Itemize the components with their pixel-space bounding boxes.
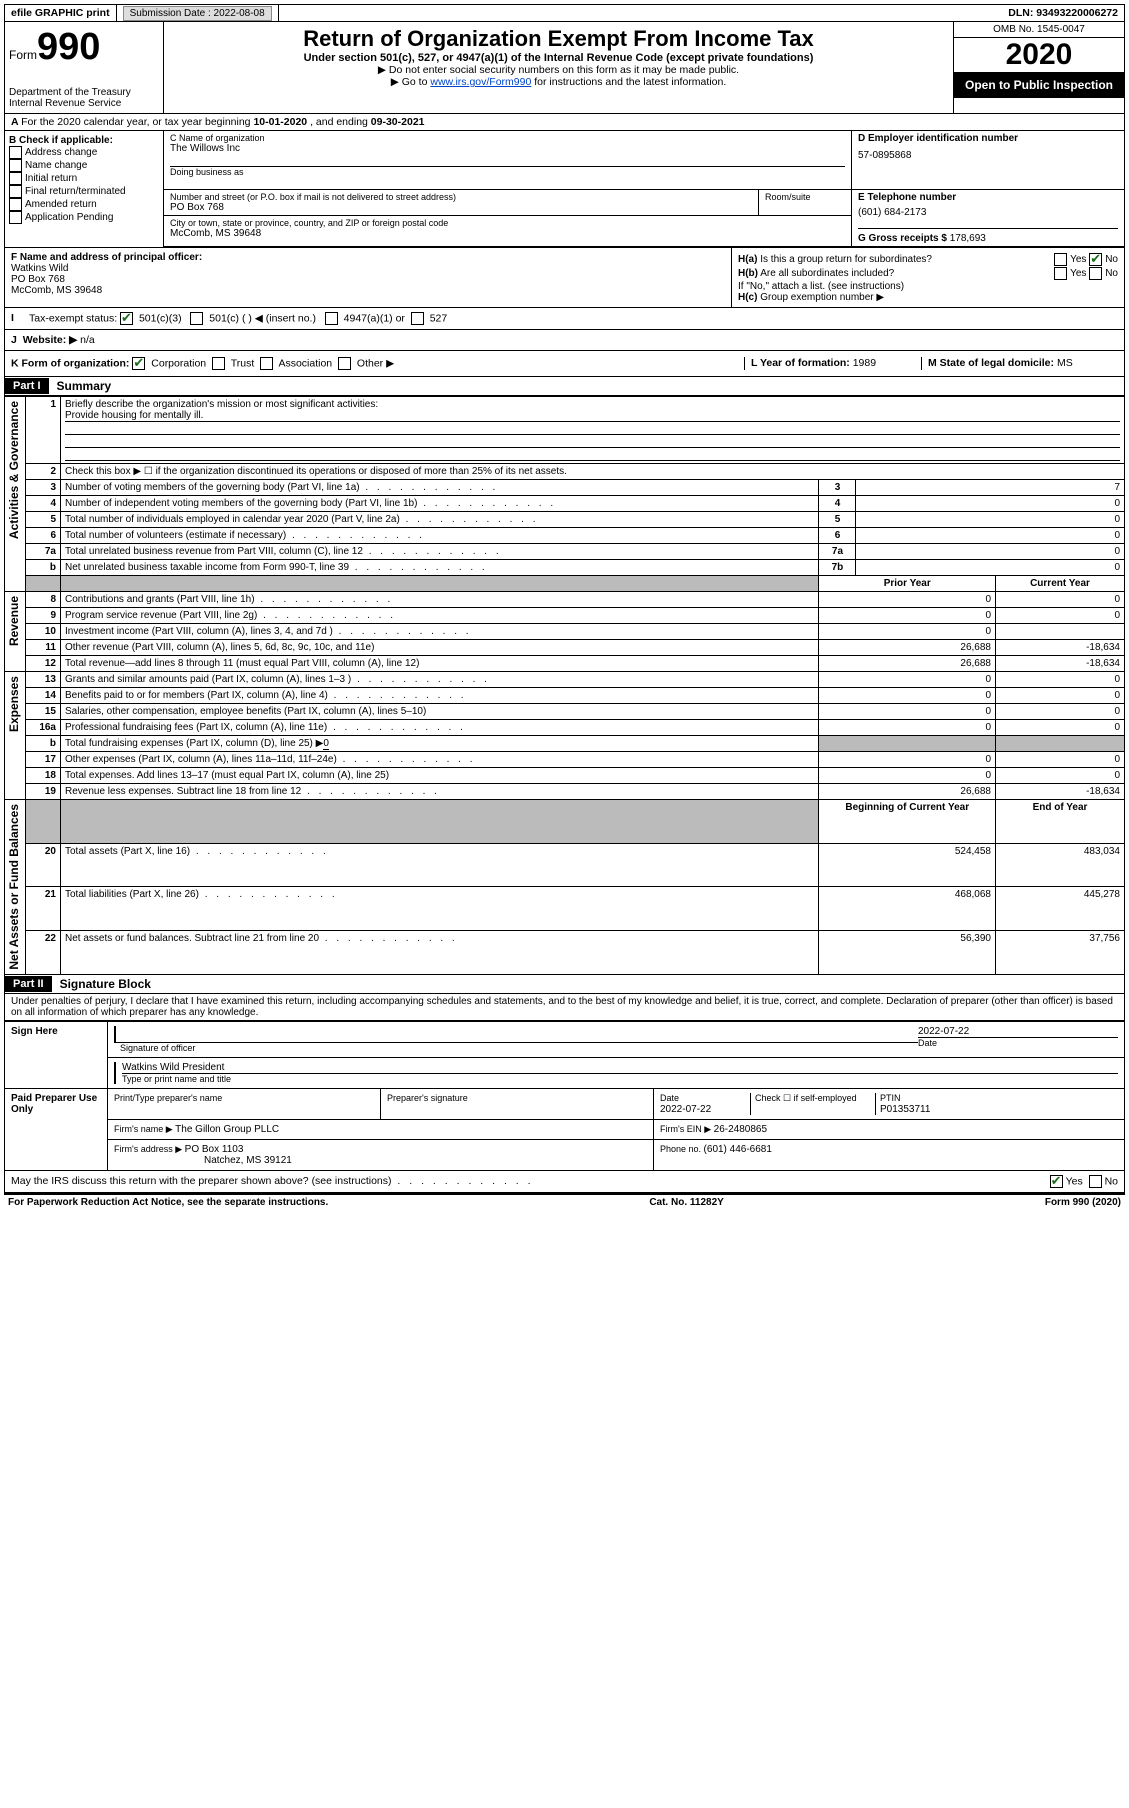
chk-501c3[interactable] (120, 312, 133, 325)
chk-amended[interactable] (9, 198, 22, 211)
chk-other[interactable] (338, 357, 351, 370)
section-f: F Name and address of principal officer:… (5, 248, 732, 307)
sign-here: Sign Here (5, 1021, 108, 1088)
vlabel-rev: Revenue (5, 592, 23, 650)
section-a: A For the 2020 calendar year, or tax yea… (4, 114, 1125, 131)
city-label: City or town, state or province, country… (170, 218, 845, 228)
section-h: H(a) Is this a group return for subordin… (732, 248, 1124, 307)
part1-header: Part I Summary (4, 377, 1125, 396)
section-m: M State of legal domicile: MS (921, 357, 1118, 370)
subtitle-2: Do not enter social security numbers on … (168, 64, 949, 76)
org-name: The Willows Inc (170, 143, 845, 154)
chk-discuss-yes[interactable] (1050, 1175, 1063, 1188)
top-bar: efile GRAPHIC print Submission Date : 20… (4, 4, 1125, 22)
gross-label: G Gross receipts $ (858, 233, 950, 244)
section-fh: F Name and address of principal officer:… (4, 248, 1125, 308)
chk-ha-yes[interactable] (1054, 253, 1067, 266)
chk-corp[interactable] (132, 357, 145, 370)
vlabel-exp: Expenses (5, 672, 23, 736)
phone-value: (601) 684-2173 (858, 207, 1118, 218)
form-label: Form (9, 48, 37, 62)
chk-501c[interactable] (190, 312, 203, 325)
dept-label: Department of the Treasury Internal Reve… (9, 87, 159, 109)
sig-date: 2022-07-22 (918, 1026, 1118, 1037)
section-i: I Tax-exempt status: 501(c)(3) 501(c) ( … (4, 308, 1125, 330)
dba-label: Doing business as (170, 166, 845, 177)
submission-cell: Submission Date : 2022-08-08 (117, 5, 279, 21)
discuss-row: May the IRS discuss this return with the… (4, 1171, 1125, 1193)
officer-title: Watkins Wild President (122, 1062, 1118, 1073)
officer-addr2: McComb, MS 39648 (11, 285, 725, 296)
section-d: D Employer identification number 57-0895… (852, 131, 1124, 189)
header-left: Form990 Department of the Treasury Inter… (5, 22, 164, 113)
chk-name-change[interactable] (9, 159, 22, 172)
section-j: J Website: ▶ n/a (4, 330, 1125, 351)
mission-text: Provide housing for mentally ill. (65, 410, 1120, 422)
part2-header: Part II Signature Block (4, 975, 1125, 994)
paid-preparer: Paid Preparer Use Only (5, 1088, 108, 1170)
chk-address-change[interactable] (9, 146, 22, 159)
header-right: OMB No. 1545-0047 2020 Open to Public In… (954, 22, 1124, 113)
firm-ein: 26-2480865 (714, 1124, 767, 1135)
chk-final-return[interactable] (9, 185, 22, 198)
vlabel-na: Net Assets or Fund Balances (5, 800, 23, 974)
addr-label: Number and street (or P.O. box if mail i… (170, 192, 752, 202)
line2: Check this box ▶ ☐ if the organization d… (61, 464, 1125, 480)
org-city: McComb, MS 39648 (170, 228, 845, 239)
chk-pending[interactable] (9, 211, 22, 224)
section-klm: K Form of organization: Corporation Trus… (4, 351, 1125, 377)
gross-value: 178,693 (950, 233, 986, 244)
firm-name: The Gillon Group PLLC (175, 1124, 279, 1135)
header-mid: Return of Organization Exempt From Incom… (164, 22, 954, 113)
dln-cell: DLN: 93493220006272 (1002, 5, 1124, 21)
form-number: 990 (37, 26, 100, 68)
firm-phone: (601) 446-6681 (704, 1144, 772, 1155)
form-title: Return of Organization Exempt From Incom… (168, 26, 949, 52)
tax-year: 2020 (954, 38, 1124, 72)
room-label: Room/suite (759, 190, 851, 215)
hb-note: If "No," attach a list. (see instruction… (738, 281, 1118, 292)
chk-ha-no[interactable] (1089, 253, 1102, 266)
section-l: L Year of formation: 1989 (744, 357, 921, 370)
footer: For Paperwork Reduction Act Notice, see … (4, 1195, 1125, 1210)
phone-label: E Telephone number (858, 192, 956, 203)
b-label: B Check if applicable: (9, 135, 113, 146)
org-address: PO Box 768 (170, 202, 752, 213)
chk-discuss-no[interactable] (1089, 1175, 1102, 1188)
subtitle-3: Go to www.irs.gov/Form990 for instructio… (168, 76, 949, 88)
section-c-name: C Name of organization The Willows Inc D… (164, 131, 852, 189)
submission-date-button[interactable]: Submission Date : 2022-08-08 (123, 6, 272, 21)
officer-name: Watkins Wild (11, 263, 725, 274)
subtitle-1: Under section 501(c), 527, or 4947(a)(1)… (168, 52, 949, 64)
section-cdeg: C Name of organization The Willows Inc D… (164, 131, 1124, 247)
efile-label: efile GRAPHIC print (5, 5, 117, 21)
website-value: n/a (77, 334, 95, 346)
ein-label: D Employer identification number (858, 133, 1018, 144)
section-bcdeg: B Check if applicable: Address change Na… (4, 131, 1125, 248)
vlabel-ag: Activities & Governance (5, 397, 23, 543)
form-header: Form990 Department of the Treasury Inter… (4, 22, 1125, 114)
line1-label: Briefly describe the organization's miss… (65, 399, 378, 410)
chk-4947[interactable] (325, 312, 338, 325)
chk-hb-yes[interactable] (1054, 267, 1067, 280)
chk-assoc[interactable] (260, 357, 273, 370)
ein-value: 57-0895868 (858, 150, 1118, 161)
chk-hb-no[interactable] (1089, 267, 1102, 280)
part1-table: Activities & Governance 1 Briefly descri… (4, 396, 1125, 975)
ptin: P01353711 (880, 1104, 930, 1115)
inspection-box: Open to Public Inspection (954, 72, 1124, 98)
section-b: B Check if applicable: Address change Na… (5, 131, 164, 247)
omb-number: OMB No. 1545-0047 (954, 22, 1124, 38)
irs-link[interactable]: www.irs.gov/Form990 (430, 76, 531, 88)
declaration: Under penalties of perjury, I declare th… (4, 994, 1125, 1021)
signature-table: Sign Here Signature of officer 2022-07-2… (4, 1021, 1125, 1171)
chk-trust[interactable] (212, 357, 225, 370)
officer-addr1: PO Box 768 (11, 274, 725, 285)
chk-initial-return[interactable] (9, 172, 22, 185)
chk-527[interactable] (411, 312, 424, 325)
